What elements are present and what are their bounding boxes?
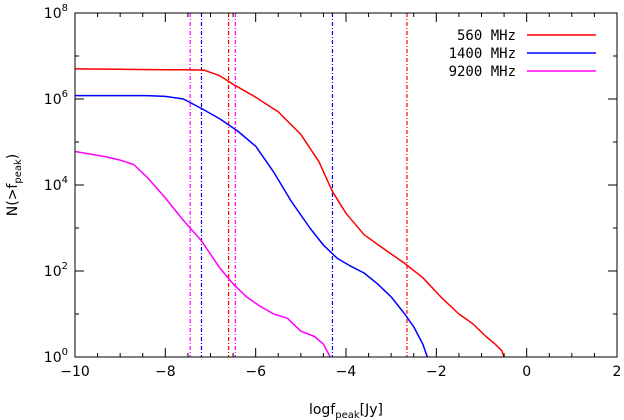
x-axis-label-sub: peak [335, 410, 360, 420]
x-tick-label: −10 [60, 364, 90, 380]
y-tick-label-base: 10 [44, 264, 62, 280]
x-tick-label: 0 [522, 364, 531, 380]
y-tick-label: 106 [44, 89, 68, 108]
legend-label-1400-mhz: 1400 MHz [449, 46, 516, 62]
y-tick-label-base: 10 [44, 6, 62, 22]
series-lines [74, 68, 505, 358]
x-axis-label-main: logf [309, 402, 336, 418]
y-tick-label: 100 [44, 347, 68, 366]
y-tick-label-exponent: 2 [62, 261, 68, 272]
legend-label-560-mhz: 560 MHz [457, 28, 516, 44]
x-tick-labels: −10 −8 −6 −4 −2 0 2 [60, 364, 621, 380]
y-tick-label-exponent: 4 [62, 175, 68, 186]
y-axis-label-close: ) [5, 154, 21, 159]
x-tick-label: −2 [426, 364, 447, 380]
x-axis-label-unit: [Jy] [360, 402, 383, 418]
y-axis-label: N(>fpeak) [5, 154, 24, 216]
legend: 560 MHz 1400 MHz 9200 MHz [449, 28, 596, 80]
y-tick-label-exponent: 8 [62, 3, 68, 14]
y-tick-label-base: 10 [44, 92, 62, 108]
y-tick-label-exponent: 6 [62, 89, 68, 100]
series-line-9200-mhz [74, 150, 331, 358]
axis-ticks [74, 12, 618, 358]
y-tick-label-exponent: 0 [62, 347, 68, 358]
series-line-1400-mhz [75, 94, 429, 358]
x-tick-label: −6 [245, 364, 266, 380]
y-axis-label-sub: peak [13, 159, 24, 184]
x-tick-label: −4 [336, 364, 357, 380]
y-tick-label: 102 [44, 261, 68, 280]
legend-label-9200-mhz: 9200 MHz [449, 64, 516, 80]
x-tick-label: 2 [613, 364, 622, 380]
y-tick-label-base: 10 [44, 350, 62, 366]
y-tick-label: 104 [44, 175, 68, 194]
y-tick-label-base: 10 [44, 178, 62, 194]
y-axis-label-main: N(>f [5, 183, 21, 217]
y-tick-label: 108 [44, 3, 68, 22]
series-line-560-mhz [74, 68, 505, 358]
x-tick-label: −8 [155, 364, 176, 380]
x-axis-label: logfpeak[Jy] [309, 402, 383, 420]
